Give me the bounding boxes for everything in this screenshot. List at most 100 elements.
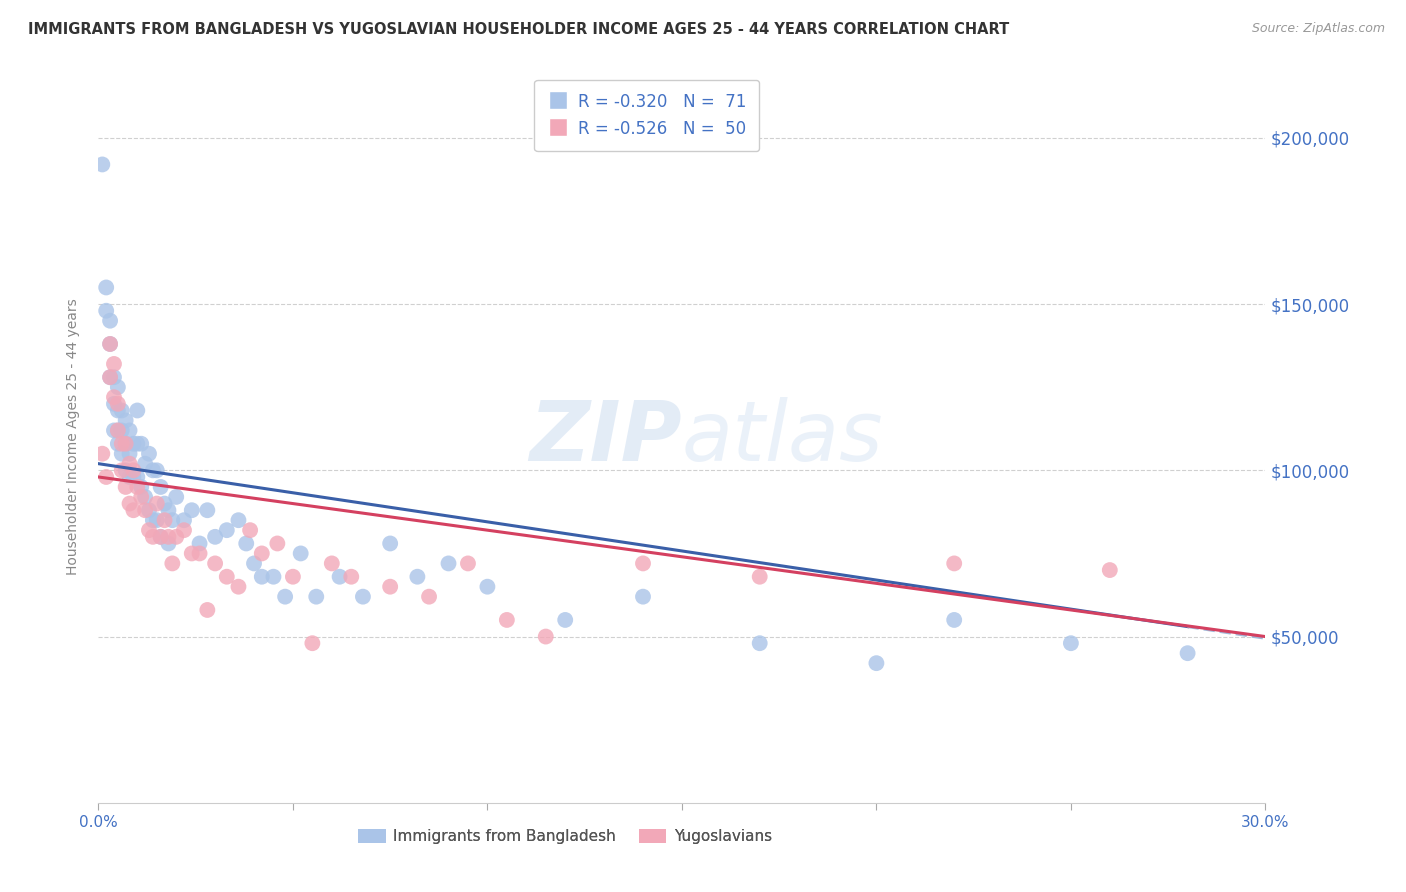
Point bbox=[301, 636, 323, 650]
Point bbox=[274, 590, 297, 604]
Point bbox=[111, 436, 134, 450]
Point bbox=[103, 397, 125, 411]
Point bbox=[98, 337, 121, 351]
Legend: Immigrants from Bangladesh, Yugoslavians: Immigrants from Bangladesh, Yugoslavians bbox=[352, 822, 779, 850]
Point bbox=[134, 490, 156, 504]
Point bbox=[114, 436, 136, 450]
Text: ZIP: ZIP bbox=[529, 397, 682, 477]
Point bbox=[173, 513, 195, 527]
Point bbox=[114, 480, 136, 494]
Point bbox=[250, 570, 273, 584]
Point bbox=[96, 280, 118, 294]
Point bbox=[107, 380, 129, 394]
Point bbox=[91, 157, 114, 171]
Text: IMMIGRANTS FROM BANGLADESH VS YUGOSLAVIAN HOUSEHOLDER INCOME AGES 25 - 44 YEARS : IMMIGRANTS FROM BANGLADESH VS YUGOSLAVIA… bbox=[28, 22, 1010, 37]
Point bbox=[262, 570, 284, 584]
Point bbox=[146, 513, 169, 527]
Point bbox=[157, 536, 180, 550]
Point bbox=[153, 513, 176, 527]
Point bbox=[748, 636, 770, 650]
Point bbox=[380, 536, 402, 550]
Point bbox=[122, 436, 145, 450]
Point bbox=[129, 490, 152, 504]
Point bbox=[352, 590, 374, 604]
Point bbox=[228, 513, 250, 527]
Point bbox=[107, 436, 129, 450]
Point bbox=[114, 463, 136, 477]
Point bbox=[153, 497, 176, 511]
Point bbox=[162, 557, 184, 571]
Point bbox=[103, 390, 125, 404]
Point bbox=[380, 580, 402, 594]
Point bbox=[149, 530, 172, 544]
Point bbox=[188, 546, 211, 560]
Point bbox=[496, 613, 519, 627]
Point bbox=[118, 457, 141, 471]
Point bbox=[162, 513, 184, 527]
Point bbox=[329, 570, 352, 584]
Point bbox=[103, 370, 125, 384]
Point bbox=[477, 580, 499, 594]
Point bbox=[243, 557, 266, 571]
Point bbox=[437, 557, 460, 571]
Point bbox=[340, 570, 363, 584]
Point bbox=[215, 523, 238, 537]
Point bbox=[118, 497, 141, 511]
Point bbox=[204, 557, 226, 571]
Point bbox=[406, 570, 429, 584]
Point bbox=[114, 413, 136, 427]
Point bbox=[111, 463, 134, 477]
Point bbox=[239, 523, 262, 537]
Point bbox=[138, 447, 160, 461]
Point bbox=[103, 424, 125, 438]
Point bbox=[127, 470, 149, 484]
Point bbox=[165, 530, 187, 544]
Point bbox=[534, 630, 557, 644]
Point bbox=[1098, 563, 1121, 577]
Point bbox=[122, 503, 145, 517]
Point bbox=[98, 370, 121, 384]
Point bbox=[290, 546, 312, 560]
Point bbox=[107, 424, 129, 438]
Point bbox=[98, 370, 121, 384]
Point bbox=[134, 503, 156, 517]
Point bbox=[180, 546, 202, 560]
Point bbox=[96, 470, 118, 484]
Point bbox=[138, 503, 160, 517]
Point bbox=[107, 424, 129, 438]
Point bbox=[118, 470, 141, 484]
Point bbox=[157, 530, 180, 544]
Point bbox=[1177, 646, 1199, 660]
Point bbox=[943, 613, 966, 627]
Point bbox=[188, 536, 211, 550]
Point bbox=[129, 436, 152, 450]
Point bbox=[305, 590, 328, 604]
Point bbox=[321, 557, 343, 571]
Point bbox=[943, 557, 966, 571]
Point bbox=[96, 303, 118, 318]
Point bbox=[134, 457, 156, 471]
Point bbox=[228, 580, 250, 594]
Point bbox=[865, 656, 887, 670]
Point bbox=[111, 403, 134, 417]
Point bbox=[114, 436, 136, 450]
Point bbox=[129, 480, 152, 494]
Point bbox=[111, 447, 134, 461]
Point bbox=[250, 546, 273, 560]
Point bbox=[554, 613, 576, 627]
Point bbox=[107, 397, 129, 411]
Point bbox=[149, 480, 172, 494]
Y-axis label: Householder Income Ages 25 - 44 years: Householder Income Ages 25 - 44 years bbox=[66, 299, 80, 575]
Point bbox=[281, 570, 304, 584]
Point bbox=[91, 447, 114, 461]
Point bbox=[118, 424, 141, 438]
Point bbox=[631, 557, 654, 571]
Point bbox=[215, 570, 238, 584]
Point bbox=[418, 590, 440, 604]
Point bbox=[122, 463, 145, 477]
Text: Source: ZipAtlas.com: Source: ZipAtlas.com bbox=[1251, 22, 1385, 36]
Point bbox=[165, 490, 187, 504]
Point bbox=[107, 403, 129, 417]
Point bbox=[149, 530, 172, 544]
Point bbox=[457, 557, 479, 571]
